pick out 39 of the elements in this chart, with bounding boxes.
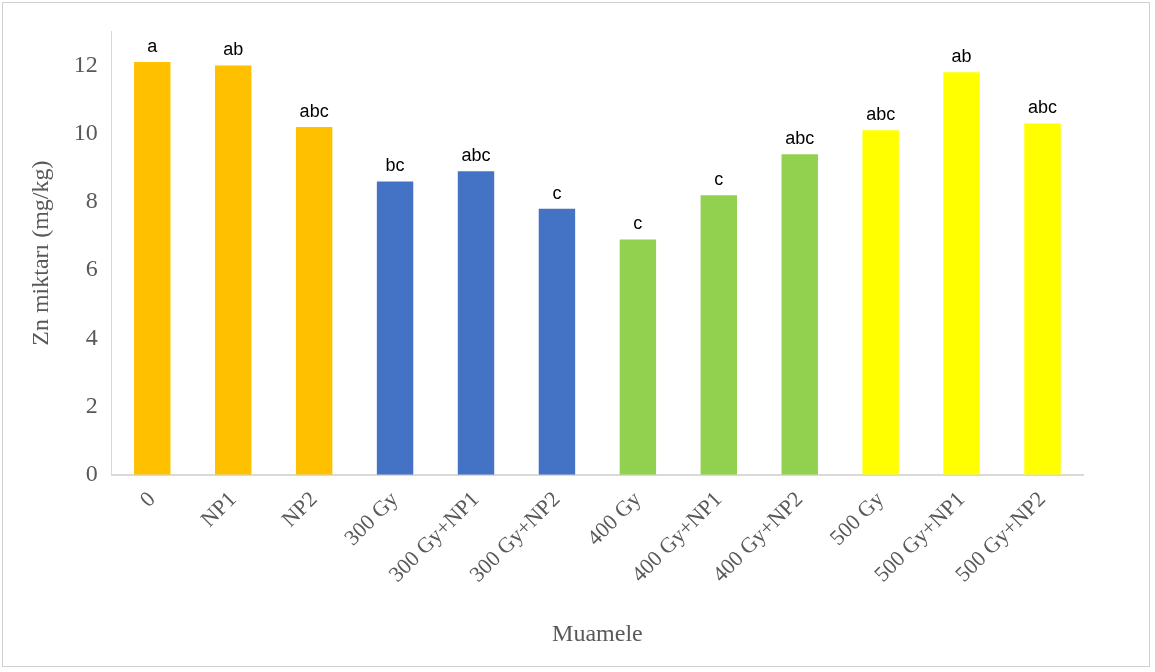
y-tick-label: 10 [73, 119, 98, 146]
data-label: c [552, 182, 562, 203]
bar [214, 65, 252, 475]
y-tick-label: 0 [85, 460, 98, 487]
data-label: c [714, 169, 724, 190]
y-tick-label: 2 [85, 391, 98, 418]
data-label: abc [866, 104, 896, 125]
bar [1024, 123, 1061, 475]
data-label: c [633, 213, 643, 234]
x-tick-label: 500 Gy [824, 486, 889, 551]
bar [700, 195, 738, 475]
x-tick-label: NP1 [195, 486, 241, 532]
data-label: abc [461, 145, 491, 166]
bar [943, 72, 980, 475]
data-label: abc [299, 100, 329, 121]
bar [376, 181, 414, 475]
data-label: ab [223, 39, 244, 60]
y-axis-title: Zn miktarı (mg/kg) [26, 160, 53, 346]
x-axis-title: Muamele [552, 619, 643, 646]
y-tick-label: 6 [85, 255, 98, 282]
y-tick-label: 8 [85, 187, 98, 214]
data-label: a [147, 36, 159, 57]
x-tick-label: 300 Gy [338, 486, 403, 551]
data-label: ab [951, 46, 972, 67]
bar [781, 154, 818, 475]
data-label: abc [1028, 97, 1058, 118]
bar [538, 208, 576, 475]
y-tick-label: 4 [85, 323, 98, 350]
x-tick-label: 400 Gy [581, 486, 646, 551]
data-label: bc [385, 155, 405, 176]
y-tick-label: 12 [73, 50, 98, 77]
x-tick-label: NP2 [276, 486, 322, 532]
bar [295, 126, 333, 475]
x-tick-label: 0 [134, 486, 160, 512]
bar [619, 239, 657, 475]
bar [862, 130, 899, 475]
bar [457, 171, 495, 475]
data-label: abc [785, 128, 815, 149]
bar [134, 62, 171, 475]
